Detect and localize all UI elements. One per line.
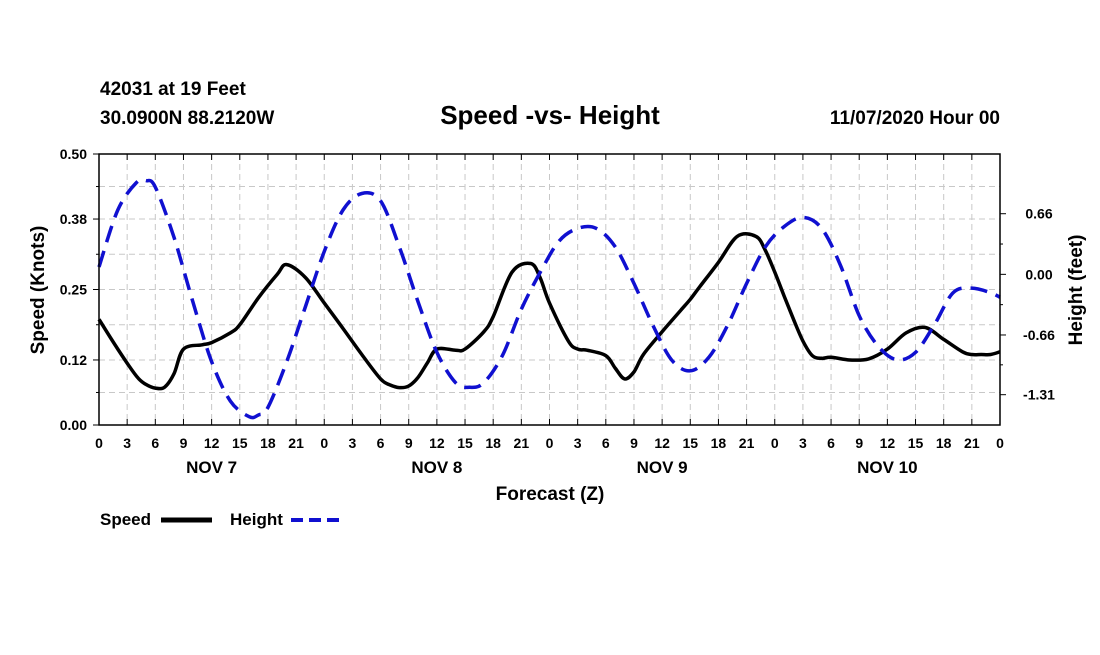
x-tick-label: 9 — [855, 435, 863, 451]
x-tick-label: 21 — [964, 435, 980, 451]
x-tick-label: 15 — [457, 435, 473, 451]
y-tick-label: 0.12 — [60, 352, 87, 368]
series-layer — [97, 177, 1001, 420]
x-tick-label: 3 — [799, 435, 807, 451]
x-tick-label: 21 — [288, 435, 304, 451]
legend-speed-label: Speed — [100, 510, 151, 529]
x-tick-label: 6 — [151, 435, 159, 451]
day-label: NOV 7 — [186, 458, 237, 477]
x-tick-label: 0 — [320, 435, 328, 451]
x-tick-label: 12 — [654, 435, 670, 451]
x-tick-label: 18 — [711, 435, 727, 451]
y-axis-title: Speed (Knots) — [28, 226, 49, 355]
axes: 0 3 6 9 12 15 18 21 0 3 6 9 12 15 18 21 0 3 6 9 12 15 18 21 0 3 6 9… — [60, 146, 1055, 477]
y2-tick-label: 0.66 — [1025, 206, 1052, 222]
x-tick-label: 21 — [739, 435, 755, 451]
datetime-label: 11/07/2020 Hour 00 — [830, 108, 1000, 129]
x-tick-label: 15 — [682, 435, 698, 451]
day-label: NOV 8 — [411, 458, 462, 477]
x-tick-label: 9 — [630, 435, 638, 451]
legend: Speed Height — [100, 510, 342, 529]
x-tick-label: 12 — [204, 435, 220, 451]
x-tick-label: 18 — [485, 435, 501, 451]
x-axis-title: Forecast (Z) — [496, 484, 605, 505]
day-label: NOV 10 — [857, 458, 917, 477]
x-tick-label: 21 — [514, 435, 530, 451]
x-tick-label: 6 — [602, 435, 610, 451]
x-tick-label: 0 — [546, 435, 554, 451]
series-line-height — [97, 177, 1001, 420]
x-tick-label: 3 — [574, 435, 582, 451]
x-tick-label: 6 — [827, 435, 835, 451]
x-tick-label: 0 — [996, 435, 1004, 451]
x-tick-label: 9 — [405, 435, 413, 451]
y2-tick-label: -1.31 — [1023, 387, 1055, 403]
grid-lines — [99, 154, 1000, 425]
x-tick-label: 6 — [377, 435, 385, 451]
station-label: 42031 at 19 Feet — [100, 79, 246, 100]
x-tick-label: 18 — [260, 435, 276, 451]
x-tick-label: 9 — [180, 435, 188, 451]
x-tick-label: 12 — [880, 435, 896, 451]
y-tick-label: 0.50 — [60, 146, 87, 162]
chart-title: Speed -vs- Height — [440, 100, 660, 130]
y2-tick-label: -0.66 — [1023, 327, 1055, 343]
day-label: NOV 9 — [637, 458, 688, 477]
x-tick-label: 12 — [429, 435, 445, 451]
x-tick-label: 15 — [908, 435, 924, 451]
x-tick-label: 15 — [232, 435, 248, 451]
y2-tick-label: 0.00 — [1025, 266, 1052, 282]
y-tick-label: 0.38 — [60, 211, 87, 227]
location-label: 30.0900N 88.2120W — [100, 108, 274, 129]
x-tick-label: 18 — [936, 435, 952, 451]
series-line-speed — [97, 232, 1001, 391]
legend-height-label: Height — [230, 510, 283, 529]
x-tick-label: 3 — [349, 435, 357, 451]
y-tick-label: 0.00 — [60, 417, 87, 433]
y-tick-label: 0.25 — [60, 282, 87, 298]
y2-axis-title: Height (feet) — [1066, 235, 1087, 346]
x-tick-label: 3 — [123, 435, 131, 451]
x-tick-label: 0 — [95, 435, 103, 451]
x-tick-label: 0 — [771, 435, 779, 451]
